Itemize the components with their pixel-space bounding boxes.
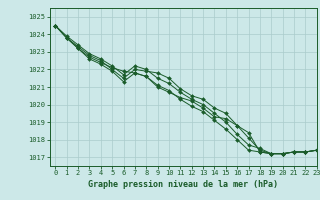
X-axis label: Graphe pression niveau de la mer (hPa): Graphe pression niveau de la mer (hPa)	[88, 180, 278, 189]
